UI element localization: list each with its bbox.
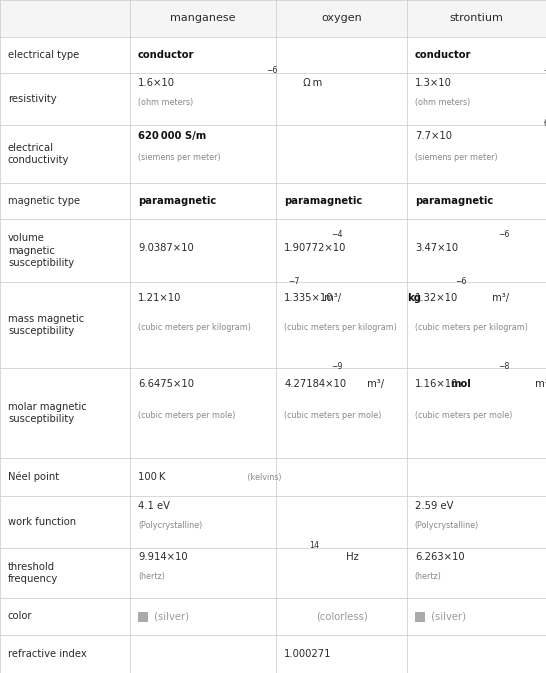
Text: (hertz): (hertz) <box>415 572 442 581</box>
Bar <box>138 612 147 621</box>
Text: (cubic meters per mole): (cubic meters per mole) <box>284 411 382 420</box>
Text: 9.0387×10: 9.0387×10 <box>138 243 194 252</box>
Bar <box>0 497 546 548</box>
Text: paramagnetic: paramagnetic <box>415 196 493 206</box>
Text: 2.59 eV: 2.59 eV <box>415 501 453 511</box>
Bar <box>0 73 546 125</box>
Text: (silver): (silver) <box>428 611 466 621</box>
Text: electrical
conductivity: electrical conductivity <box>8 143 69 166</box>
Text: electrical type: electrical type <box>8 50 79 60</box>
Bar <box>415 612 424 621</box>
Text: (ohm meters): (ohm meters) <box>138 98 193 108</box>
Text: 4.1 eV: 4.1 eV <box>138 501 170 511</box>
Text: (cubic meters per kilogram): (cubic meters per kilogram) <box>284 323 397 332</box>
Bar <box>0 183 546 219</box>
Text: molar magnetic
susceptibility: molar magnetic susceptibility <box>8 402 87 424</box>
Text: (Polycrystalline): (Polycrystalline) <box>138 522 202 530</box>
Text: −7: −7 <box>543 67 546 75</box>
Text: 1.000271: 1.000271 <box>284 649 332 659</box>
Bar <box>0 598 546 635</box>
Text: mol: mol <box>450 379 471 389</box>
Text: Hz: Hz <box>343 553 359 562</box>
Text: 1.90772×10: 1.90772×10 <box>284 243 347 252</box>
Text: color: color <box>8 611 33 621</box>
Bar <box>0 282 546 368</box>
Text: mass magnetic
susceptibility: mass magnetic susceptibility <box>8 314 84 336</box>
Bar <box>0 548 546 598</box>
Text: volume
magnetic
susceptibility: volume magnetic susceptibility <box>8 234 74 269</box>
Text: oxygen: oxygen <box>321 13 362 24</box>
Text: −9: −9 <box>331 363 342 371</box>
Text: 1.6×10: 1.6×10 <box>138 78 175 87</box>
Text: 14: 14 <box>310 541 319 551</box>
Text: (colorless): (colorless) <box>316 611 367 621</box>
Text: refractive index: refractive index <box>8 649 87 659</box>
Text: paramagnetic: paramagnetic <box>138 196 216 206</box>
Text: 1.16×10: 1.16×10 <box>415 379 458 389</box>
Text: 1.21×10: 1.21×10 <box>138 293 181 303</box>
Text: m³/: m³/ <box>364 379 384 389</box>
Text: −6: −6 <box>498 230 510 239</box>
Text: manganese: manganese <box>170 13 236 24</box>
Text: −6: −6 <box>266 67 278 75</box>
Text: −8: −8 <box>498 363 510 371</box>
Bar <box>0 37 546 73</box>
Text: 1.335×10: 1.335×10 <box>284 293 334 303</box>
Text: (Polycrystalline): (Polycrystalline) <box>415 522 479 530</box>
Text: resistivity: resistivity <box>8 94 57 104</box>
Text: m³/: m³/ <box>532 379 546 389</box>
Bar <box>0 0 546 37</box>
Text: m³/: m³/ <box>322 293 341 303</box>
Text: −7: −7 <box>288 277 299 285</box>
Bar <box>0 458 546 497</box>
Text: 6: 6 <box>543 118 546 128</box>
Text: −4: −4 <box>331 230 342 239</box>
Text: magnetic type: magnetic type <box>8 196 80 206</box>
Text: 3.47×10: 3.47×10 <box>415 243 458 252</box>
Text: 9.914×10: 9.914×10 <box>138 553 188 562</box>
Text: kg: kg <box>407 293 421 303</box>
Text: (siemens per meter): (siemens per meter) <box>138 153 221 162</box>
Text: paramagnetic: paramagnetic <box>284 196 363 206</box>
Text: (cubic meters per mole): (cubic meters per mole) <box>138 411 235 420</box>
Text: 1.32×10: 1.32×10 <box>415 293 458 303</box>
Text: strontium: strontium <box>449 13 503 24</box>
Text: −6: −6 <box>456 277 467 285</box>
Text: work function: work function <box>8 518 76 528</box>
Text: (ohm meters): (ohm meters) <box>415 98 470 108</box>
Text: 7.7×10: 7.7×10 <box>415 131 452 141</box>
Text: 1.3×10: 1.3×10 <box>415 78 452 87</box>
Text: 6.263×10: 6.263×10 <box>415 553 465 562</box>
Bar <box>0 219 546 282</box>
Text: (cubic meters per kilogram): (cubic meters per kilogram) <box>138 323 251 332</box>
Text: Ω m: Ω m <box>300 78 322 87</box>
Text: (silver): (silver) <box>151 611 189 621</box>
Text: (hertz): (hertz) <box>138 572 165 581</box>
Text: (kelvins): (kelvins) <box>245 472 282 482</box>
Text: (cubic meters per mole): (cubic meters per mole) <box>415 411 512 420</box>
Text: conductor: conductor <box>138 50 194 60</box>
Bar <box>0 125 546 183</box>
Text: conductor: conductor <box>415 50 471 60</box>
Text: m³/: m³/ <box>489 293 509 303</box>
Text: Néel point: Néel point <box>8 472 59 483</box>
Text: 4.27184×10: 4.27184×10 <box>284 379 346 389</box>
Text: (siemens per meter): (siemens per meter) <box>415 153 497 162</box>
Text: 6.6475×10: 6.6475×10 <box>138 379 194 389</box>
Text: threshold
frequency: threshold frequency <box>8 562 58 584</box>
Text: 620 000 S/m: 620 000 S/m <box>138 131 206 141</box>
Text: (cubic meters per kilogram): (cubic meters per kilogram) <box>415 323 527 332</box>
Bar <box>0 635 546 673</box>
Text: 100 K: 100 K <box>138 472 165 483</box>
Bar <box>0 368 546 458</box>
